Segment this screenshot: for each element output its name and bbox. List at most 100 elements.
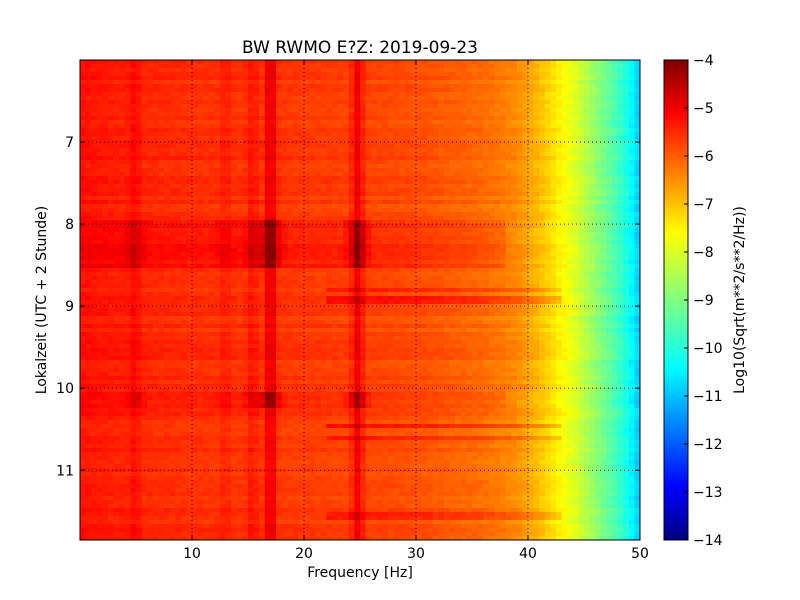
heatmap-cell [343, 80, 350, 85]
heatmap-cell [578, 204, 585, 209]
heatmap-cell [606, 192, 613, 197]
heatmap-cell [203, 152, 210, 157]
heatmap-cell [192, 168, 199, 173]
heatmap-cell [477, 68, 484, 73]
heatmap-cell [85, 188, 92, 193]
heatmap-cell [399, 68, 406, 73]
heatmap-cell [410, 252, 417, 257]
heatmap-cell [141, 168, 148, 173]
heatmap-cell [231, 248, 238, 253]
heatmap-cell [264, 244, 271, 249]
heatmap-cell [309, 168, 316, 173]
heatmap-cell [343, 216, 350, 221]
heatmap-cell [80, 176, 87, 181]
heatmap-cell [595, 188, 602, 193]
heatmap-cell [164, 152, 171, 157]
heatmap-cell [192, 200, 199, 205]
heatmap-cell [365, 144, 372, 149]
heatmap-cell [141, 200, 148, 205]
heatmap-cell [393, 156, 400, 161]
heatmap-cell [455, 192, 462, 197]
heatmap-cell [410, 180, 417, 185]
heatmap-cell [164, 120, 171, 125]
heatmap-cell [276, 84, 283, 89]
heatmap-cell [505, 208, 512, 213]
heatmap-cell [360, 216, 367, 221]
heatmap-cell [332, 124, 339, 129]
heatmap-cell [309, 88, 316, 93]
heatmap-cell [337, 196, 344, 201]
heatmap-cell [320, 224, 327, 229]
heatmap-cell [236, 228, 243, 233]
heatmap-cell [365, 96, 372, 101]
heatmap-cell [236, 212, 243, 217]
heatmap-cell [410, 164, 417, 169]
heatmap-cell [617, 196, 624, 201]
heatmap-cell [220, 184, 227, 189]
heatmap-cell [270, 148, 277, 153]
heatmap-cell [556, 188, 563, 193]
heatmap-cell [259, 200, 266, 205]
heatmap-cell [427, 140, 434, 145]
heatmap-cell [147, 224, 154, 229]
heatmap-cell [483, 148, 490, 153]
heatmap-cell [516, 80, 523, 85]
heatmap-cell [80, 172, 87, 177]
heatmap-cell [505, 200, 512, 205]
heatmap-cell [623, 228, 630, 233]
heatmap-cell [242, 120, 249, 125]
heatmap-cell [539, 244, 546, 249]
heatmap-cell [326, 132, 333, 137]
heatmap-cell [164, 88, 171, 93]
heatmap-cell [281, 156, 288, 161]
heatmap-cell [550, 72, 557, 77]
heatmap-cell [488, 64, 495, 69]
heatmap-cell [606, 248, 613, 253]
heatmap-cell [158, 120, 165, 125]
heatmap-cell [180, 236, 187, 241]
heatmap-cell [315, 184, 322, 189]
heatmap-cell [85, 120, 92, 125]
heatmap-cell [304, 60, 311, 65]
heatmap-cell [343, 152, 350, 157]
heatmap-cell [556, 68, 563, 73]
heatmap-cell [113, 184, 120, 189]
heatmap-cell [528, 220, 535, 225]
heatmap-cell [584, 148, 591, 153]
heatmap-cell [96, 192, 103, 197]
heatmap-cell [623, 148, 630, 153]
heatmap-cell [192, 208, 199, 213]
heatmap-cell [623, 100, 630, 105]
heatmap-cell [589, 88, 596, 93]
heatmap-cell [365, 132, 372, 137]
heatmap-cell [253, 224, 260, 229]
heatmap-cell [371, 240, 378, 245]
heatmap-cell [242, 156, 249, 161]
heatmap-cell [516, 108, 523, 113]
heatmap-cell [572, 240, 579, 245]
heatmap-cell [612, 96, 619, 101]
heatmap-cell [248, 220, 255, 225]
heatmap-cell [225, 204, 232, 209]
heatmap-cell [567, 152, 574, 157]
heatmap-cell [595, 108, 602, 113]
heatmap-cell [404, 200, 411, 205]
heatmap-cell [253, 100, 260, 105]
heatmap-cell [113, 104, 120, 109]
heatmap-cell [236, 172, 243, 177]
heatmap-cell [113, 180, 120, 185]
heatmap-cell [528, 144, 535, 149]
heatmap-cell [119, 112, 126, 117]
heatmap-cell [589, 176, 596, 181]
heatmap-cell [539, 80, 546, 85]
heatmap-cell [556, 136, 563, 141]
heatmap-cell [634, 252, 640, 257]
heatmap-cell [628, 132, 635, 137]
heatmap-cell [102, 244, 109, 249]
heatmap-cell [152, 100, 159, 105]
heatmap-cell [180, 160, 187, 165]
heatmap-cell [287, 124, 294, 129]
heatmap-cell [354, 220, 361, 225]
heatmap-cell [203, 232, 210, 237]
